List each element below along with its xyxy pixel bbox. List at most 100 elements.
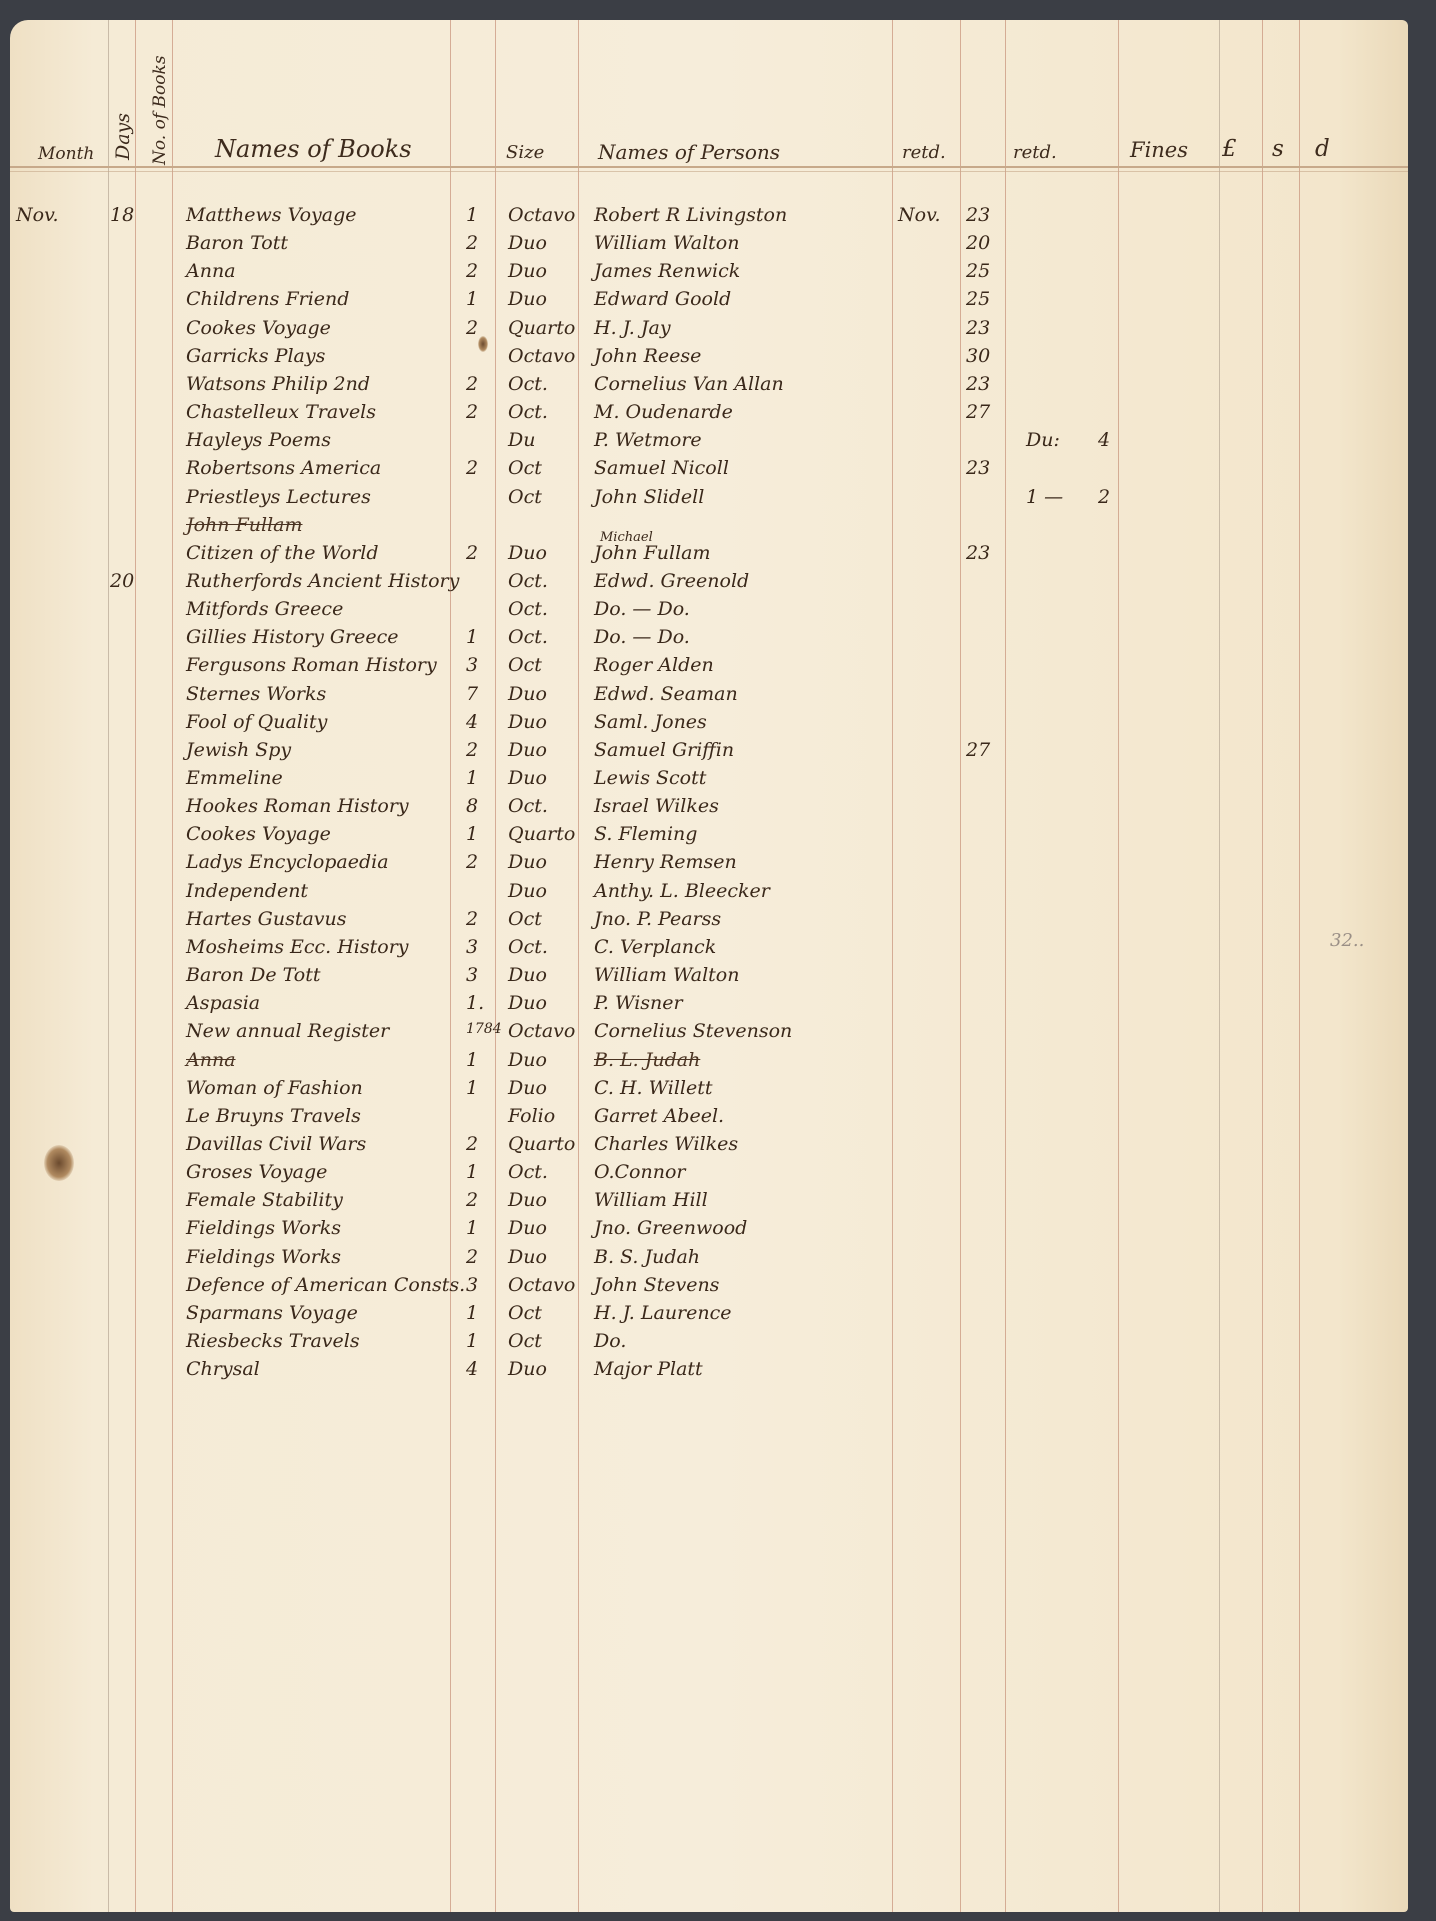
size-cell: Oct (508, 457, 542, 480)
header-month: Month (38, 144, 95, 164)
size-cell: Oct. (508, 1161, 548, 1184)
header-no-of-books: No. of Books (150, 55, 170, 165)
size-cell: Du (508, 429, 536, 452)
size-cell: Duo (508, 1245, 547, 1268)
volume-count: 1. (466, 992, 485, 1015)
size-cell: Duo (508, 767, 547, 789)
size-cell: Octavo (508, 1020, 576, 1043)
size-cell: Oct (508, 485, 542, 508)
borrower-name: C. H. Willett (594, 1076, 713, 1099)
borrower-name: Robert R Livingston (594, 204, 788, 226)
borrower-name: Do. — Do. (594, 598, 690, 621)
size-cell: Oct (508, 1330, 542, 1352)
return-day: 23 (966, 541, 991, 564)
header-pounds: £ (1222, 136, 1237, 162)
book-title: Groses Voyage (186, 1161, 328, 1184)
book-title: Le Bruyns Travels (186, 1104, 361, 1127)
return-month: Nov. (898, 204, 941, 226)
column-rule (578, 20, 579, 1912)
column-rule (135, 20, 136, 1912)
book-title: Anna (186, 1048, 236, 1071)
ink-stain (478, 336, 488, 352)
volume-count: 1 (466, 626, 479, 649)
size-cell: Oct. (508, 569, 548, 592)
book-title: Aspasia (186, 992, 261, 1015)
volume-count: 2 (466, 457, 479, 480)
header-fines: Fines (1130, 138, 1189, 162)
header-names-of-books: Names of Books (215, 135, 412, 163)
book-title: Riesbecks Travels (186, 1330, 360, 1352)
size-cell: Duo (508, 738, 547, 761)
column-rule (450, 20, 451, 1912)
book-title: Chrysal (186, 1358, 260, 1381)
size-cell: Octavo (508, 204, 576, 226)
book-title: Defence of American Consts. (186, 1273, 466, 1296)
ledger-page: Month Days No. of Books Names of Books S… (10, 20, 1408, 1912)
borrower-name: H. J. Jay (594, 316, 671, 339)
volume-count: 4 (466, 710, 479, 733)
book-title: Childrens Friend (186, 288, 350, 311)
volume-count: 1784 (466, 1021, 502, 1038)
second-return: Du: (1026, 429, 1060, 452)
borrower-name: Anthy. L. Bleecker (594, 879, 770, 902)
borrower-name: Saml. Jones (594, 710, 707, 733)
book-title: Jewish Spy (186, 738, 292, 761)
volume-count: 7 (466, 682, 479, 705)
header-days: Days (112, 112, 134, 160)
borrower-name: Major Platt (594, 1358, 703, 1381)
size-cell: Oct. (508, 598, 548, 621)
volume-count: 1 (466, 288, 479, 311)
return-day: 20 (966, 232, 991, 255)
header-returned-2: retd. (1013, 142, 1057, 163)
book-title: Baron De Tott (186, 964, 321, 987)
size-cell: Oct. (508, 626, 548, 649)
volume-count: 1 (466, 204, 479, 226)
borrower-name: B. L. Judah (594, 1048, 701, 1071)
size-cell: Duo (508, 992, 547, 1015)
header-names-of-persons: Names of Persons (598, 140, 781, 164)
column-rule (108, 20, 109, 1912)
column-rule (1262, 20, 1263, 1912)
volume-count: 3 (466, 654, 479, 677)
borrower-name: Edward Goold (594, 288, 732, 311)
month-cell: Nov. (16, 204, 59, 226)
book-title: Gillies History Greece (186, 626, 399, 649)
book-title: Rutherfords Ancient History (186, 569, 460, 592)
volume-count: 2 (466, 260, 479, 283)
book-title: Hookes Roman History (186, 795, 409, 818)
book-title: Cookes Voyage (186, 823, 331, 846)
book-title: Mitfords Greece (186, 598, 344, 621)
borrower-name: James Renwick (594, 260, 741, 283)
volume-count: 2 (466, 1245, 479, 1268)
column-rule (1219, 20, 1220, 1912)
day-cell: 18 (110, 204, 135, 226)
column-rule (892, 20, 893, 1912)
borrower-name: Henry Remsen (594, 851, 737, 874)
book-title: Fool of Quality (186, 710, 328, 733)
size-cell: Octavo (508, 1273, 576, 1296)
volume-count: 2 (466, 316, 479, 339)
header-shillings: s (1272, 136, 1284, 162)
borrower-name: John Slidell (594, 485, 705, 508)
book-title: Fieldings Works (186, 1217, 342, 1240)
book-title: Baron Tott (186, 232, 288, 255)
return-day: 23 (966, 372, 991, 395)
borrower-name: Garret Abeel. (594, 1104, 725, 1127)
size-cell: Oct. (508, 795, 548, 818)
size-cell: Duo (508, 1217, 547, 1240)
book-title: Robertsons America (186, 457, 382, 480)
borrower-name: B. S. Judah (594, 1245, 701, 1268)
size-cell: Duo (508, 682, 547, 705)
volume-count: 2 (466, 1189, 479, 1212)
size-cell: Duo (508, 964, 547, 987)
book-title: Ladys Encyclopaedia (186, 851, 389, 874)
book-title: John Fullam (186, 513, 303, 536)
header-returned: retd. (902, 142, 946, 163)
book-title: Sparmans Voyage (186, 1301, 358, 1324)
header-rule (10, 166, 1408, 168)
book-title: Female Stability (186, 1189, 343, 1212)
book-title: Watsons Philip 2nd (186, 372, 370, 395)
size-cell: Oct (508, 654, 542, 677)
volume-count: 2 (466, 232, 479, 255)
volume-count: 1 (466, 1301, 479, 1324)
